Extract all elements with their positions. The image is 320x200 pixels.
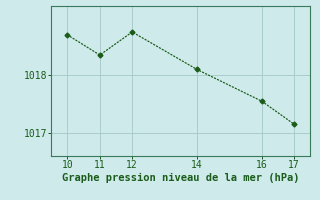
X-axis label: Graphe pression niveau de la mer (hPa): Graphe pression niveau de la mer (hPa) bbox=[62, 173, 300, 183]
